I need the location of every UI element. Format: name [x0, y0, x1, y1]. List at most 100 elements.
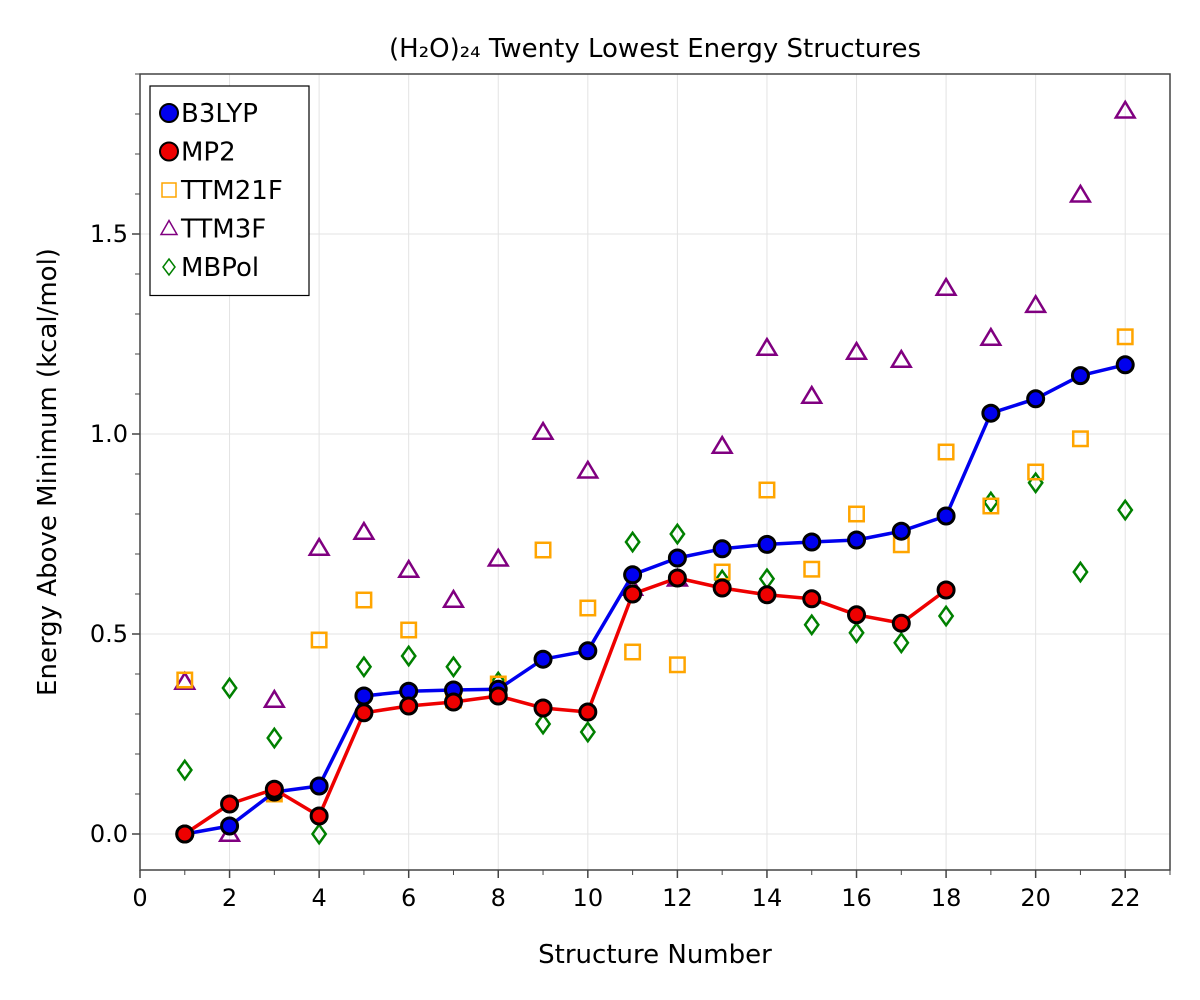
mp2-point — [847, 605, 867, 625]
legend-marker-ttm3f — [159, 218, 179, 236]
ttm3f-point — [352, 520, 376, 540]
chart-title: (H₂O)₂₄ Twenty Lowest Energy Structures — [389, 34, 921, 64]
b3lyp-point — [981, 403, 1001, 423]
ttm21f-point — [176, 671, 194, 689]
mbpol-point — [579, 720, 596, 744]
mbpol-point — [534, 712, 552, 736]
mbpol-point — [669, 522, 686, 546]
ttm3f-point — [1068, 183, 1093, 203]
b3lyp-point — [533, 649, 553, 669]
mbpol-point — [624, 530, 641, 554]
mbpol-point — [310, 822, 328, 846]
legend-label-ttm21f: TTM21F — [180, 176, 283, 206]
ttm21f-point — [1116, 328, 1134, 346]
legend-label-ttm3f: TTM3F — [180, 215, 266, 245]
mp2-point — [712, 578, 732, 598]
ttm3f-point — [755, 336, 779, 356]
mp2-point — [936, 580, 956, 600]
axis-ticks: 0 2 4 6 8 10 12 14 16 18 20 22 0.0 0.5 1.0 1.5 — [90, 73, 1171, 912]
mp2-point — [443, 692, 463, 712]
ttm3f-point — [576, 459, 600, 479]
b3lyp-point — [354, 686, 374, 706]
ttm3f-point — [486, 547, 510, 567]
legend-marker-b3lyp — [159, 103, 179, 123]
series-b3lyp — [175, 355, 1135, 844]
mp2-point — [220, 794, 240, 814]
ttm3f-point — [397, 558, 421, 578]
ttm3f-point — [173, 670, 197, 690]
legend-marker-mbpol — [162, 257, 176, 277]
legend: B3LYP MP2 TTM21F TTM3F MBPol — [149, 85, 310, 297]
ttm3f-point — [979, 326, 1003, 346]
ttm3f-point — [800, 384, 824, 404]
plot-frame — [139, 73, 1171, 871]
ttm3f-point — [531, 420, 555, 440]
ttm21f-point — [937, 443, 955, 461]
ttm21f-point — [1027, 463, 1045, 481]
b3lyp-point — [802, 532, 822, 552]
legend-marker-mp2 — [159, 141, 179, 162]
y-axis-label: Energy Above Minimum (kcal/mol) — [33, 248, 63, 696]
x-tick-label: 10 — [573, 884, 604, 912]
ttm21f-point — [668, 656, 686, 674]
legend-item-mp2: MP2 — [159, 138, 236, 168]
mp2-point — [757, 585, 777, 605]
mp2-point — [309, 806, 329, 826]
x-tick-label: 4 — [311, 884, 326, 912]
y-tick-label: 0.5 — [90, 620, 128, 648]
ttm21f-point — [534, 541, 552, 559]
x-axis-label: Structure Number — [538, 940, 772, 970]
mp2-point — [354, 703, 374, 723]
x-tick-label: 0 — [132, 884, 147, 912]
mp2-point — [533, 698, 553, 718]
mp2-point — [667, 568, 687, 588]
ttm21f-point — [310, 631, 328, 649]
ttm21f-point — [758, 481, 776, 499]
ttm3f-point — [934, 276, 958, 296]
mbpol-point — [848, 621, 865, 645]
b3lyp-point — [667, 548, 687, 568]
ttm3f-point — [1113, 99, 1137, 119]
ttm21f-point — [355, 591, 373, 609]
ttm3f-point — [307, 536, 331, 556]
y-tick-label: 0.0 — [90, 820, 128, 848]
mbpol-point — [221, 676, 238, 700]
b3lyp-point — [1026, 389, 1046, 409]
ttm3f-point — [844, 340, 869, 360]
plot-series — [173, 99, 1137, 846]
mbpol-point — [803, 613, 820, 637]
b3lyp-point — [847, 530, 867, 550]
b3lyp-line — [184, 363, 1126, 836]
series-ttm3f — [173, 99, 1137, 842]
x-tick-label: 12 — [662, 884, 693, 912]
ttm21f-point — [624, 643, 642, 661]
ttm21f-point — [982, 497, 1000, 515]
legend-label-mp2: MP2 — [181, 138, 236, 168]
ttm3f-point — [710, 434, 734, 454]
mp2-point — [578, 702, 598, 722]
x-tick-label: 22 — [1110, 884, 1141, 912]
mp2-point — [264, 779, 284, 799]
legend-item-ttm3f: TTM3F — [159, 215, 266, 245]
ttm21f-point — [400, 621, 418, 639]
mbpol-point — [176, 758, 193, 782]
mp2-point — [399, 696, 419, 716]
mbpol-point — [893, 631, 910, 655]
x-tick-label: 8 — [491, 884, 506, 912]
x-tick-label: 18 — [931, 884, 962, 912]
ttm3f-point — [441, 588, 466, 608]
legend-item-mbpol: MBPol — [162, 253, 259, 283]
b3lyp-point — [578, 641, 598, 661]
y-tick-label: 1.5 — [90, 220, 128, 248]
x-tick-label: 14 — [752, 884, 783, 912]
mbpol-point — [355, 655, 373, 679]
b3lyp-point — [712, 539, 732, 559]
x-tick-label: 6 — [401, 884, 416, 912]
series-mp2 — [175, 568, 956, 844]
b3lyp-point — [891, 521, 911, 541]
mp2-point — [175, 824, 195, 844]
b3lyp-point — [220, 816, 240, 836]
ttm3f-point — [1024, 293, 1048, 314]
x-tick-label: 20 — [1020, 884, 1051, 912]
